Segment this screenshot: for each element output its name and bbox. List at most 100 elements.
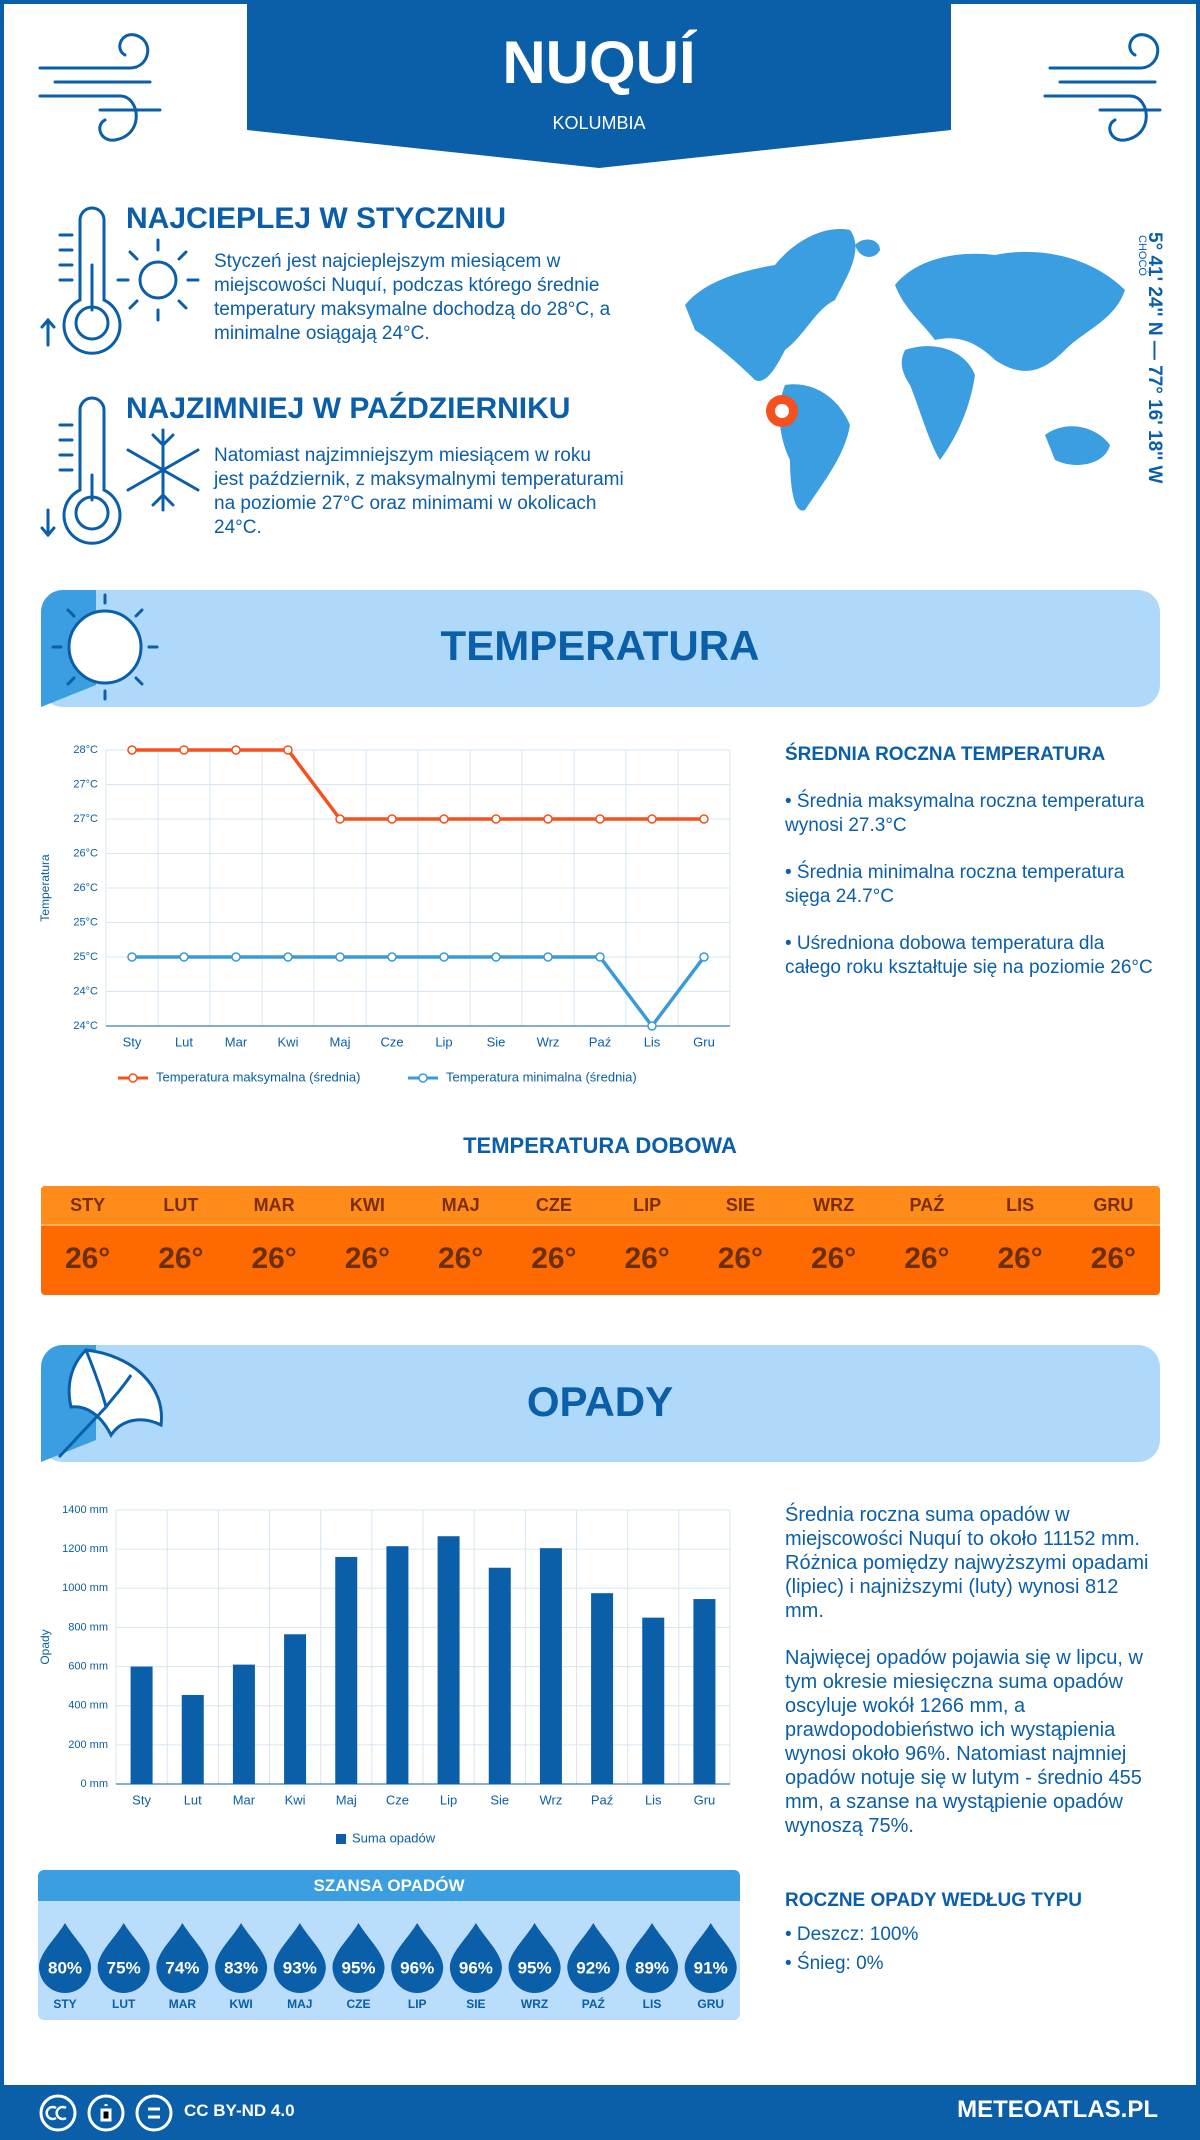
point bbox=[491, 952, 501, 962]
daily-header-row bbox=[41, 1186, 1160, 1226]
chance-value: 75% bbox=[107, 1958, 141, 1977]
chance-title: SZANSA OPADÓW bbox=[38, 1870, 740, 1901]
x-tick-label: Paź bbox=[589, 1034, 611, 1049]
precipitation-banner bbox=[41, 1345, 1160, 1462]
y-tick-label: 400 mm bbox=[68, 1700, 108, 1712]
x-tick-label: Paź bbox=[591, 1792, 613, 1807]
temperature-bullet: • Średnia minimalna roczna temperatura s… bbox=[785, 862, 1125, 907]
chance-month: LIP bbox=[408, 1997, 427, 2011]
bar bbox=[693, 1599, 716, 1784]
drop bbox=[273, 1923, 326, 1993]
title: NUQUÍ bbox=[502, 29, 696, 96]
license: CC BY-ND 4.0 bbox=[184, 2101, 295, 2120]
x-tick-label: Gru bbox=[694, 1792, 716, 1807]
y-tick-label: 1000 mm bbox=[62, 1582, 108, 1594]
x-tick-label: Wrz bbox=[537, 1034, 560, 1049]
drop bbox=[332, 1923, 385, 1993]
precipitation-title: OPADY bbox=[526, 1378, 674, 1425]
x-tick-label: Lut bbox=[175, 1034, 193, 1049]
x-tick-label: Mar bbox=[225, 1034, 248, 1049]
x-tick-label: Sty bbox=[132, 1792, 151, 1807]
point bbox=[647, 1021, 657, 1031]
x-tick-label: Lis bbox=[645, 1792, 662, 1807]
x-tick-label: Lip bbox=[435, 1034, 452, 1049]
daily-value: 26° bbox=[344, 1242, 391, 1275]
x-tick-label: Sty bbox=[123, 1034, 142, 1049]
point bbox=[647, 814, 657, 824]
point bbox=[127, 745, 137, 755]
bar bbox=[539, 1548, 562, 1784]
chance-value: 96% bbox=[459, 1958, 493, 1977]
point bbox=[231, 952, 241, 962]
point bbox=[439, 952, 449, 962]
daily-value: 26° bbox=[810, 1242, 857, 1275]
chance-month: MAJ bbox=[287, 1997, 312, 2011]
license-icons bbox=[39, 2094, 173, 2132]
point bbox=[699, 814, 709, 824]
chance-month: CZE bbox=[347, 1997, 371, 2011]
series-line bbox=[132, 955, 706, 1029]
x-tick-label: Maj bbox=[336, 1792, 357, 1807]
chance-value: 95% bbox=[518, 1958, 552, 1977]
y-tick-label: 27°C bbox=[73, 778, 98, 790]
y-tick-label: 24°C bbox=[73, 1020, 98, 1032]
point bbox=[595, 814, 605, 824]
drop bbox=[97, 1923, 150, 1993]
bar bbox=[591, 1593, 614, 1784]
drop bbox=[567, 1923, 620, 1993]
daily-month: LIP bbox=[633, 1195, 662, 1215]
drops: 80% STY 75% LUT 74% MAR 83% KWI 93% MAJ 95% CZE 96% L… bbox=[39, 1923, 737, 2011]
legend-marker bbox=[336, 1834, 346, 1844]
x-tick-label: Cze bbox=[380, 1034, 403, 1049]
x-tick-label: Cze bbox=[386, 1792, 409, 1807]
temperature-summary-title: ŚREDNIA ROCZNA TEMPERATURA bbox=[785, 744, 1106, 765]
daily-temperature-title: TEMPERATURA DOBOWA bbox=[463, 1133, 737, 1158]
bar bbox=[437, 1536, 460, 1784]
precipitation-text: Najwięcej opadów pojawia się w lipcu, w … bbox=[785, 1647, 1143, 1837]
bar bbox=[130, 1666, 153, 1784]
point bbox=[231, 745, 241, 755]
chance-month: MAR bbox=[169, 1997, 197, 2011]
point bbox=[127, 952, 137, 962]
y-tick-label: 1400 mm bbox=[62, 1504, 108, 1516]
warmest-text: Styczeń jest najcieplejszym miesiącem w … bbox=[214, 251, 611, 344]
y-tick-label: 28°C bbox=[73, 744, 98, 756]
bar bbox=[232, 1664, 255, 1784]
bar bbox=[181, 1694, 204, 1784]
bar bbox=[488, 1567, 511, 1784]
types-title: ROCZNE OPADY WEDŁUG TYPU bbox=[785, 1890, 1082, 1911]
chance-value: 80% bbox=[48, 1958, 82, 1977]
x-tick-label: Sie bbox=[490, 1792, 509, 1807]
x-tick-label: Gru bbox=[693, 1034, 715, 1049]
chance-month: WRZ bbox=[521, 1997, 548, 2011]
x-tick-label: Lut bbox=[184, 1792, 202, 1807]
daily-month: PAŹ bbox=[909, 1195, 945, 1215]
daily-value: 26° bbox=[64, 1242, 111, 1275]
x-tick-label: Sie bbox=[487, 1034, 506, 1049]
point bbox=[543, 952, 553, 962]
daily-value: 26° bbox=[1090, 1242, 1137, 1275]
x-tick-label: Mar bbox=[233, 1792, 256, 1807]
type-item: • Deszcz: 100% bbox=[785, 1924, 919, 1945]
chance-value: 74% bbox=[165, 1958, 199, 1977]
precipitation-text: Średnia roczna suma opadów w miejscowośc… bbox=[785, 1504, 1149, 1622]
chance-value: 83% bbox=[224, 1958, 258, 1977]
coldest-title: NAJZIMNIEJ W PAŹDZIERNIKU bbox=[126, 392, 571, 425]
bar bbox=[335, 1556, 358, 1784]
point bbox=[179, 952, 189, 962]
chance-month: STY bbox=[53, 1997, 76, 2011]
daily-value: 26° bbox=[997, 1242, 1043, 1275]
x-tick-label: Lip bbox=[440, 1792, 457, 1807]
y-axis-title: Opady bbox=[38, 1629, 52, 1664]
legend-marker bbox=[128, 1073, 138, 1083]
chance-box: SZANSA OPADÓW 80% STY 75% LUT 74% MAR 83% KWI 93… bbox=[38, 1870, 740, 2020]
point bbox=[387, 952, 397, 962]
point bbox=[283, 952, 293, 962]
point bbox=[491, 814, 501, 824]
sun-icon bbox=[41, 590, 159, 707]
daily-value: 26° bbox=[531, 1242, 577, 1275]
point bbox=[335, 814, 345, 824]
daily-month: LIS bbox=[1006, 1195, 1035, 1215]
y-tick-label: 26°C bbox=[73, 847, 98, 859]
header-banner bbox=[247, 0, 951, 168]
